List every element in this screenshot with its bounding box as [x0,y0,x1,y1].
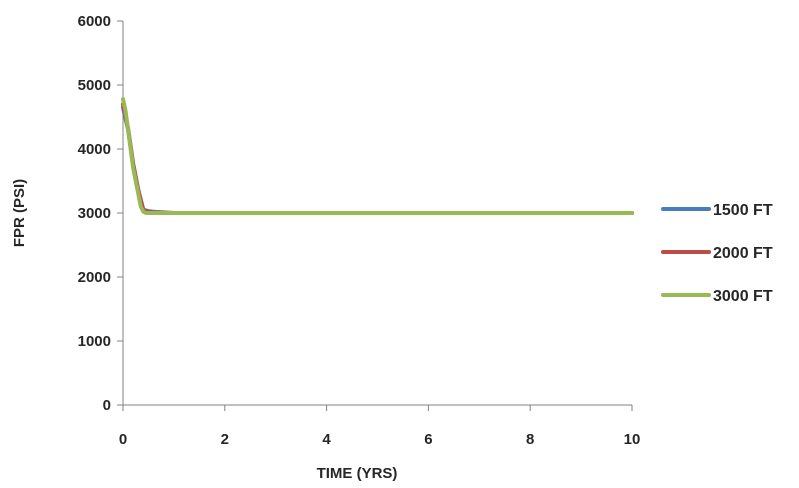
x-tick-label: 8 [526,431,534,448]
axes [117,20,633,411]
y-tick-label: 6000 [78,13,111,30]
y-tick-label: 3000 [78,205,111,222]
series-lines [121,97,634,215]
x-axis-title: TIME (YRS) [317,465,398,482]
y-tick-label: 1000 [78,333,111,350]
tick-labels: 0 1000 2000 3000 4000 5000 6000 0 2 4 6 8 10 [78,13,641,448]
legend-label-2: 2000 FT [713,245,773,262]
series-line-3 [121,97,634,215]
y-tick-label: 5000 [78,77,111,94]
x-tick-label: 10 [624,431,641,448]
legend: 1500 FT 2000 FT 3000 FT [661,202,773,305]
series-line-2 [121,102,634,215]
legend-label-1: 1500 FT [713,202,773,219]
series-line-1 [121,105,634,215]
y-axis-title: FPR (PSI) [11,179,28,247]
x-tick-label: 6 [424,431,432,448]
y-tick-label: 0 [103,397,111,414]
x-tick-label: 2 [221,431,229,448]
y-tick-label: 4000 [78,141,111,158]
legend-label-3: 3000 FT [713,288,773,305]
y-tick-label: 2000 [78,269,111,286]
x-tick-label: 4 [322,431,331,448]
x-tick-label: 0 [119,431,127,448]
